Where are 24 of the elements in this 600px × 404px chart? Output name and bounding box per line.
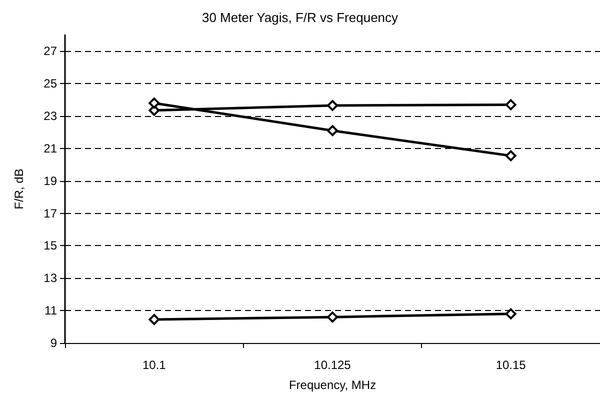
y-tick-label: 11 (44, 304, 58, 318)
point (327, 100, 338, 112)
y-tick-label: 15 (44, 238, 58, 253)
point (327, 125, 338, 136)
point (505, 308, 516, 320)
y-tick-label: 19 (44, 174, 58, 188)
y-tick-label: 21 (44, 141, 58, 156)
x-tick-label: 10.1 (142, 358, 166, 372)
x-tick-label: 10.125 (314, 358, 352, 372)
point (148, 314, 160, 325)
point (505, 150, 516, 162)
point (327, 312, 338, 323)
point (505, 99, 516, 110)
y-tick-label: 25 (44, 76, 58, 91)
chart-title: 30 Meter Yagis, F/R vs Frequency (202, 10, 399, 25)
x-tick-label: 10.15 (496, 358, 526, 372)
y-tick-label: 9 (50, 336, 58, 350)
point (148, 98, 160, 109)
y-tick-label: 17 (44, 206, 58, 220)
y-tick-label: 23 (44, 109, 58, 124)
x-axis-title: Frequency, MHz (288, 378, 376, 392)
y-tick-label: 27 (44, 44, 58, 58)
y-tick-label: 13 (44, 271, 58, 286)
y-axis-title: F/R, dB (12, 168, 26, 210)
